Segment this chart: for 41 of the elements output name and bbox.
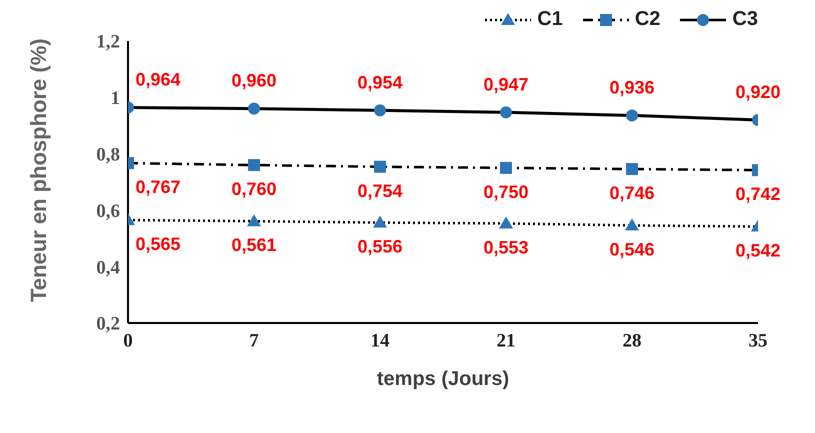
data-label: 0,556	[357, 236, 403, 257]
data-label: 0,742	[735, 184, 781, 204]
data-label: 0,920	[735, 82, 781, 102]
x-tick-label: 35	[748, 330, 768, 352]
x-tick-label: 21	[496, 330, 516, 352]
x-tick-label: 7	[249, 330, 260, 352]
data-label: 0,546	[609, 239, 655, 260]
data-label: 0,964	[135, 70, 181, 90]
data-label: 0,767	[135, 177, 181, 198]
data-label: 0,760	[231, 179, 277, 200]
y-tick-label: 0,6	[96, 200, 120, 222]
point	[499, 216, 513, 228]
data-label: 0,561	[231, 235, 277, 256]
x-tick-label: 0	[123, 330, 133, 352]
point	[500, 106, 512, 118]
data-label: 0,750	[483, 182, 529, 202]
data-label: 0,553	[483, 237, 529, 258]
y-tick-label: 0,8	[96, 144, 120, 166]
x-axis-title: temps (Jours)	[376, 368, 510, 390]
point	[500, 162, 512, 174]
y-tick-label: 0,2	[96, 314, 120, 335]
point	[374, 104, 386, 116]
y-tick-label: 1,2	[96, 32, 120, 53]
data-label: 0,960	[231, 70, 277, 91]
y-tick-label: 0,4	[96, 257, 120, 278]
legend-label: C3	[731, 8, 758, 31]
data-label: 0,746	[609, 183, 655, 204]
y-axis-title: Teneur en phosphore (%)	[26, 38, 51, 302]
legend-label: C2	[634, 8, 660, 31]
x-tick-label: 14	[370, 330, 390, 352]
x-tick-label: 28	[622, 330, 642, 352]
data-label: 0,954	[357, 72, 403, 92]
y-tick-label: 1	[110, 88, 120, 110]
data-label: 0,947	[483, 74, 529, 94]
point	[374, 160, 386, 173]
data-label: 0,936	[609, 77, 655, 98]
legend-label: C1	[536, 8, 563, 31]
point	[373, 216, 387, 228]
data-label: 0,565	[135, 234, 181, 254]
data-label: 0,542	[735, 240, 781, 261]
data-label: 0,754	[357, 180, 403, 201]
